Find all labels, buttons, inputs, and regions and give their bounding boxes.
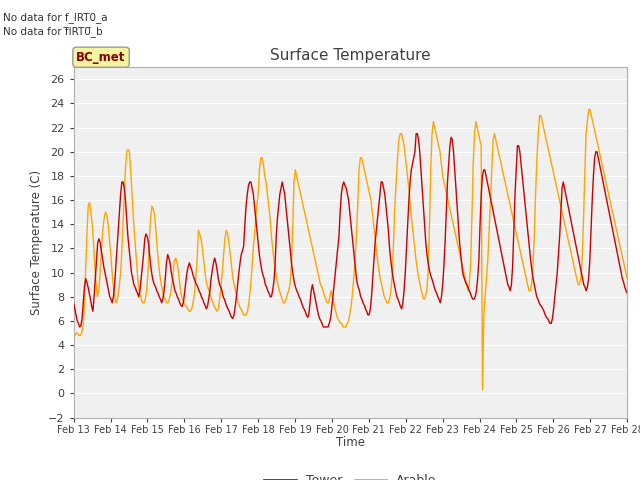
Y-axis label: Surface Temperature (C): Surface Temperature (C)	[29, 170, 42, 315]
Title: Surface Temperature: Surface Temperature	[270, 48, 431, 63]
Text: No data for f̅IRT0̅_b: No data for f̅IRT0̅_b	[3, 26, 103, 37]
X-axis label: Time: Time	[336, 436, 365, 449]
Text: BC_met: BC_met	[76, 51, 125, 64]
Text: No data for f_IRT0_a: No data for f_IRT0_a	[3, 12, 108, 23]
Legend: Tower, Arable: Tower, Arable	[259, 469, 442, 480]
